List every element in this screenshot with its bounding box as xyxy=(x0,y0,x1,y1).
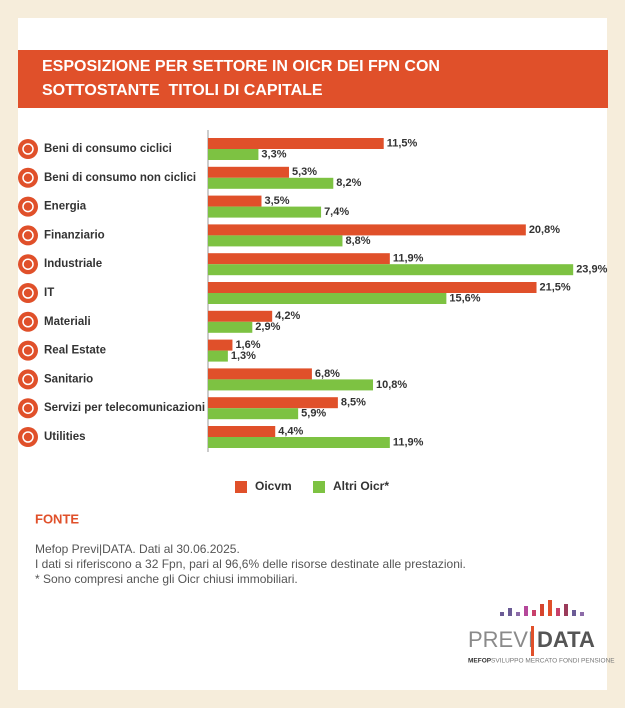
bar xyxy=(208,350,228,362)
value-label: 15,6% xyxy=(449,292,480,304)
logo-divider xyxy=(531,626,534,656)
category-icon xyxy=(18,340,38,361)
bar xyxy=(208,321,253,333)
category-label: Industriale xyxy=(44,258,102,270)
bar xyxy=(208,397,338,409)
bar xyxy=(208,379,374,391)
category-label: IT xyxy=(44,287,54,299)
category-icon-detail xyxy=(22,200,34,213)
category-icon xyxy=(18,427,38,447)
category-icon-detail xyxy=(22,172,34,184)
value-label: 8,8% xyxy=(345,235,370,247)
bar xyxy=(208,206,322,218)
category-label: Servizi per telecomunicazioni xyxy=(44,402,205,414)
category-icon xyxy=(18,398,38,419)
category-icon-detail xyxy=(22,316,34,328)
bar xyxy=(208,368,312,380)
bar xyxy=(208,310,273,322)
bar xyxy=(208,293,447,304)
category-icon-detail xyxy=(22,373,34,386)
card xyxy=(18,18,607,690)
legend-swatch xyxy=(313,481,325,493)
category-icon xyxy=(18,139,38,159)
source-line: Mefop Previ|DATA. Dati al 30.06.2025. xyxy=(35,542,240,556)
category-icon-detail xyxy=(22,143,34,155)
category-icon-detail xyxy=(22,431,34,443)
category-label: Materiali xyxy=(44,316,91,328)
bar xyxy=(208,264,574,276)
category-label: Beni di consumo non ciclici xyxy=(44,172,196,184)
value-label: 8,2% xyxy=(336,177,361,189)
logo-text: PREVI xyxy=(468,627,534,652)
category-label: Sanitario xyxy=(44,373,93,385)
logo: PREVI DATA MEFOP SVILUPPO MERCATO FONDI … xyxy=(468,600,615,665)
value-label: 2,9% xyxy=(255,321,280,333)
bar xyxy=(208,426,276,437)
value-label: 21,5% xyxy=(540,281,571,293)
value-label: 11,9% xyxy=(393,253,424,265)
value-label: 10,8% xyxy=(376,379,407,391)
legend-swatch xyxy=(235,481,247,493)
category-icon xyxy=(18,254,38,275)
value-label: 7,4% xyxy=(324,206,349,218)
bar xyxy=(208,282,537,293)
logo-text: DATA xyxy=(537,627,595,652)
category-icon xyxy=(18,225,38,246)
bar xyxy=(208,253,390,265)
value-label: 3,3% xyxy=(261,148,286,160)
legend-label: Altri Oicr* xyxy=(333,479,389,493)
source-heading: FONTE xyxy=(35,511,79,526)
category-icon xyxy=(18,167,38,188)
category-icon-detail xyxy=(22,229,34,242)
value-label: 5,9% xyxy=(301,408,326,420)
category-label: Real Estate xyxy=(44,345,106,357)
category-label: Energia xyxy=(44,201,87,213)
value-label: 5,3% xyxy=(292,166,317,178)
category-icon xyxy=(18,196,38,217)
value-label: 11,9% xyxy=(393,436,424,448)
value-label: 4,2% xyxy=(275,310,300,322)
title-banner xyxy=(18,50,608,108)
category-icon-detail xyxy=(22,258,34,270)
logo-tagline: SVILUPPO MERCATO FONDI PENSIONE xyxy=(491,658,615,665)
bar xyxy=(208,408,299,420)
bar xyxy=(208,224,526,236)
category-label: Utilities xyxy=(44,431,86,443)
value-label: 6,8% xyxy=(315,368,340,380)
category-icon-detail xyxy=(22,344,34,357)
value-label: 3,5% xyxy=(264,195,289,207)
value-label: 11,5% xyxy=(387,137,418,149)
chart-title: SOTTOSTANTE TITOLI DI CAPITALE xyxy=(42,82,323,99)
source-line: I dati si riferiscono a 32 Fpn, pari al … xyxy=(35,557,466,571)
value-label: 23,9% xyxy=(576,264,607,276)
category-label: Finanziario xyxy=(44,229,105,241)
value-label: 20,8% xyxy=(529,224,560,236)
bar xyxy=(208,138,384,149)
category-icon xyxy=(18,311,38,332)
category-label: Beni di consumo ciclici xyxy=(44,143,172,155)
value-label: 8,5% xyxy=(341,397,366,409)
category-icon xyxy=(18,369,38,390)
bar xyxy=(208,177,334,189)
category-icon xyxy=(18,283,38,303)
value-label: 1,6% xyxy=(235,339,260,351)
category-icon-detail xyxy=(22,287,34,299)
category-icon-detail xyxy=(22,402,34,414)
value-label: 4,4% xyxy=(278,425,303,437)
bar xyxy=(208,339,233,351)
bar xyxy=(208,195,262,207)
bar xyxy=(208,235,343,247)
value-label: 1,3% xyxy=(231,350,256,362)
logo-brand: MEFOP xyxy=(468,658,492,665)
bar xyxy=(208,166,289,178)
bar xyxy=(208,437,390,448)
bar xyxy=(208,149,259,160)
chart-title: ESPOSIZIONE PER SETTORE IN OICR DEI FPN … xyxy=(42,58,440,75)
source-line: * Sono compresi anche gli Oicr chiusi im… xyxy=(35,572,298,586)
logo-bars xyxy=(500,600,584,616)
legend-label: Oicvm xyxy=(255,479,292,493)
